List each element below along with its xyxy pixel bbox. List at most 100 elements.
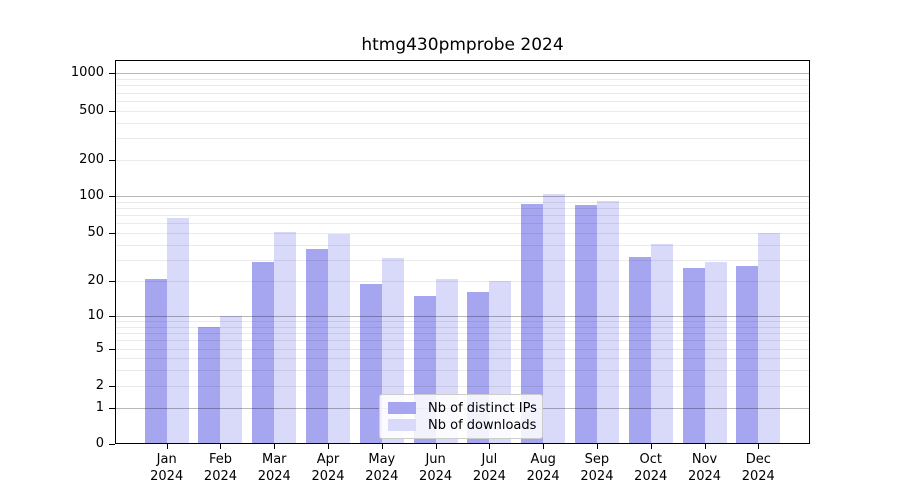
bar-distinct-ips-jan bbox=[144, 278, 167, 443]
gridline-minor-500 bbox=[116, 110, 809, 112]
legend-row-downloads: Nb of downloads bbox=[388, 417, 537, 433]
x-tick-label-feb: Feb 2024 bbox=[203, 452, 238, 484]
legend-row-distinct-ips: Nb of distinct IPs bbox=[388, 400, 537, 416]
gridline-minor-800 bbox=[116, 85, 809, 87]
y-tick-label-5: 5 bbox=[95, 341, 104, 357]
bar-distinct-ips-dec bbox=[736, 265, 759, 443]
y-tick-label-0: 0 bbox=[95, 436, 104, 451]
x-tick-mark-oct bbox=[650, 444, 652, 449]
legend-label-distinct-ips: Nb of distinct IPs bbox=[428, 400, 537, 416]
gridline-minor-80 bbox=[116, 208, 809, 209]
x-tick-mark-sep bbox=[596, 444, 598, 449]
y-tick-label-1: 1 bbox=[95, 399, 104, 415]
x-tick-mark-may bbox=[381, 444, 383, 449]
y-tick-mark-500 bbox=[109, 110, 115, 112]
bar-downloads-feb bbox=[220, 315, 243, 443]
x-tick-label-nov: Nov 2024 bbox=[687, 452, 722, 484]
gridline-minor-600 bbox=[116, 100, 809, 102]
gridline-minor-900 bbox=[116, 78, 809, 80]
x-tick-mark-jun bbox=[435, 444, 437, 449]
y-tick-mark-5 bbox=[109, 349, 115, 351]
gridline-minor-400 bbox=[116, 122, 809, 124]
gridline-minor-2 bbox=[116, 385, 809, 387]
gridline-minor-6 bbox=[116, 340, 809, 342]
bar-downloads-apr bbox=[328, 234, 351, 443]
legend-label-downloads: Nb of downloads bbox=[428, 417, 537, 433]
y-tick-mark-1 bbox=[109, 407, 115, 409]
x-tick-mark-dec bbox=[758, 444, 760, 449]
gridline-minor-5 bbox=[116, 349, 809, 351]
y-tick-mark-2 bbox=[109, 385, 115, 387]
gridline-minor-3 bbox=[116, 369, 809, 371]
y-tick-mark-0 bbox=[109, 444, 115, 445]
bar-downloads-nov bbox=[704, 261, 727, 443]
y-tick-mark-10 bbox=[109, 315, 115, 317]
x-tick-mark-feb bbox=[220, 444, 222, 449]
x-tick-mark-mar bbox=[274, 444, 276, 449]
y-tick-label-2: 2 bbox=[95, 377, 104, 393]
bar-distinct-ips-feb bbox=[198, 326, 221, 443]
bar-downloads-oct bbox=[650, 243, 673, 443]
gridline-minor-4 bbox=[116, 358, 809, 360]
y-tick-mark-20 bbox=[109, 281, 115, 283]
gridline-minor-20 bbox=[116, 281, 809, 283]
legend: Nb of distinct IPs Nb of downloads bbox=[379, 394, 543, 439]
gridline-minor-30 bbox=[116, 260, 809, 262]
y-tick-label-500: 500 bbox=[79, 102, 104, 118]
x-tick-mark-aug bbox=[543, 444, 545, 449]
x-tick-label-mar: Mar 2024 bbox=[257, 452, 291, 484]
bar-downloads-mar bbox=[274, 232, 297, 443]
bar-downloads-jan bbox=[166, 217, 189, 443]
y-tick-label-1000: 1000 bbox=[70, 65, 104, 81]
bar-downloads-dec bbox=[758, 233, 781, 443]
x-tick-label-jul: Jul 2024 bbox=[472, 452, 506, 484]
gridline-minor-200 bbox=[116, 160, 809, 161]
y-tick-mark-50 bbox=[109, 233, 115, 235]
x-tick-mark-apr bbox=[328, 444, 330, 449]
y-tick-label-200: 200 bbox=[79, 152, 104, 167]
gridline-minor-7 bbox=[116, 332, 809, 334]
y-tick-label-10: 10 bbox=[87, 307, 104, 323]
x-tick-label-dec: Dec 2024 bbox=[741, 452, 775, 484]
y-tick-mark-1000 bbox=[109, 73, 115, 75]
y-tick-mark-100 bbox=[109, 196, 115, 197]
chart-title: htmg430pmprobe 2024 bbox=[361, 35, 564, 55]
x-tick-label-aug: Aug 2024 bbox=[526, 452, 560, 484]
bar-distinct-ips-apr bbox=[306, 249, 329, 443]
legend-swatch-downloads bbox=[388, 419, 416, 431]
plot-area bbox=[115, 60, 810, 444]
bar-distinct-ips-may bbox=[359, 283, 382, 443]
gridline-minor-70 bbox=[116, 215, 809, 217]
gridline-major-1000 bbox=[116, 73, 809, 75]
x-tick-label-jun: Jun 2024 bbox=[419, 452, 453, 484]
gridline-major-10 bbox=[116, 315, 809, 317]
bar-distinct-ips-mar bbox=[252, 261, 275, 443]
x-tick-label-apr: Apr 2024 bbox=[311, 452, 345, 484]
legend-swatch-distinct-ips bbox=[388, 402, 416, 414]
x-tick-label-oct: Oct 2024 bbox=[634, 452, 668, 484]
x-tick-label-may: May 2024 bbox=[365, 452, 399, 484]
bar-downloads-sep bbox=[596, 201, 619, 443]
x-tick-label-jan: Jan 2024 bbox=[150, 452, 184, 484]
gridline-minor-40 bbox=[116, 244, 809, 246]
gridline-minor-60 bbox=[116, 223, 809, 225]
bar-distinct-ips-nov bbox=[682, 267, 705, 443]
y-tick-mark-200 bbox=[109, 160, 115, 161]
gridline-minor-700 bbox=[116, 92, 809, 94]
y-tick-label-100: 100 bbox=[79, 188, 104, 203]
gridline-minor-9 bbox=[116, 320, 809, 322]
x-tick-mark-jul bbox=[489, 444, 491, 449]
y-tick-label-50: 50 bbox=[87, 225, 104, 241]
gridline-minor-50 bbox=[116, 233, 809, 235]
bar-distinct-ips-sep bbox=[574, 205, 597, 443]
gridline-minor-300 bbox=[116, 138, 809, 140]
y-tick-label-20: 20 bbox=[87, 273, 104, 289]
bar-distinct-ips-aug bbox=[521, 204, 544, 443]
x-tick-label-sep: Sep 2024 bbox=[580, 452, 614, 484]
gridline-minor-8 bbox=[116, 326, 809, 328]
x-tick-mark-nov bbox=[704, 444, 706, 449]
bar-distinct-ips-oct bbox=[628, 256, 651, 443]
x-tick-mark-jan bbox=[166, 444, 168, 449]
gridline-major-100 bbox=[116, 196, 809, 197]
